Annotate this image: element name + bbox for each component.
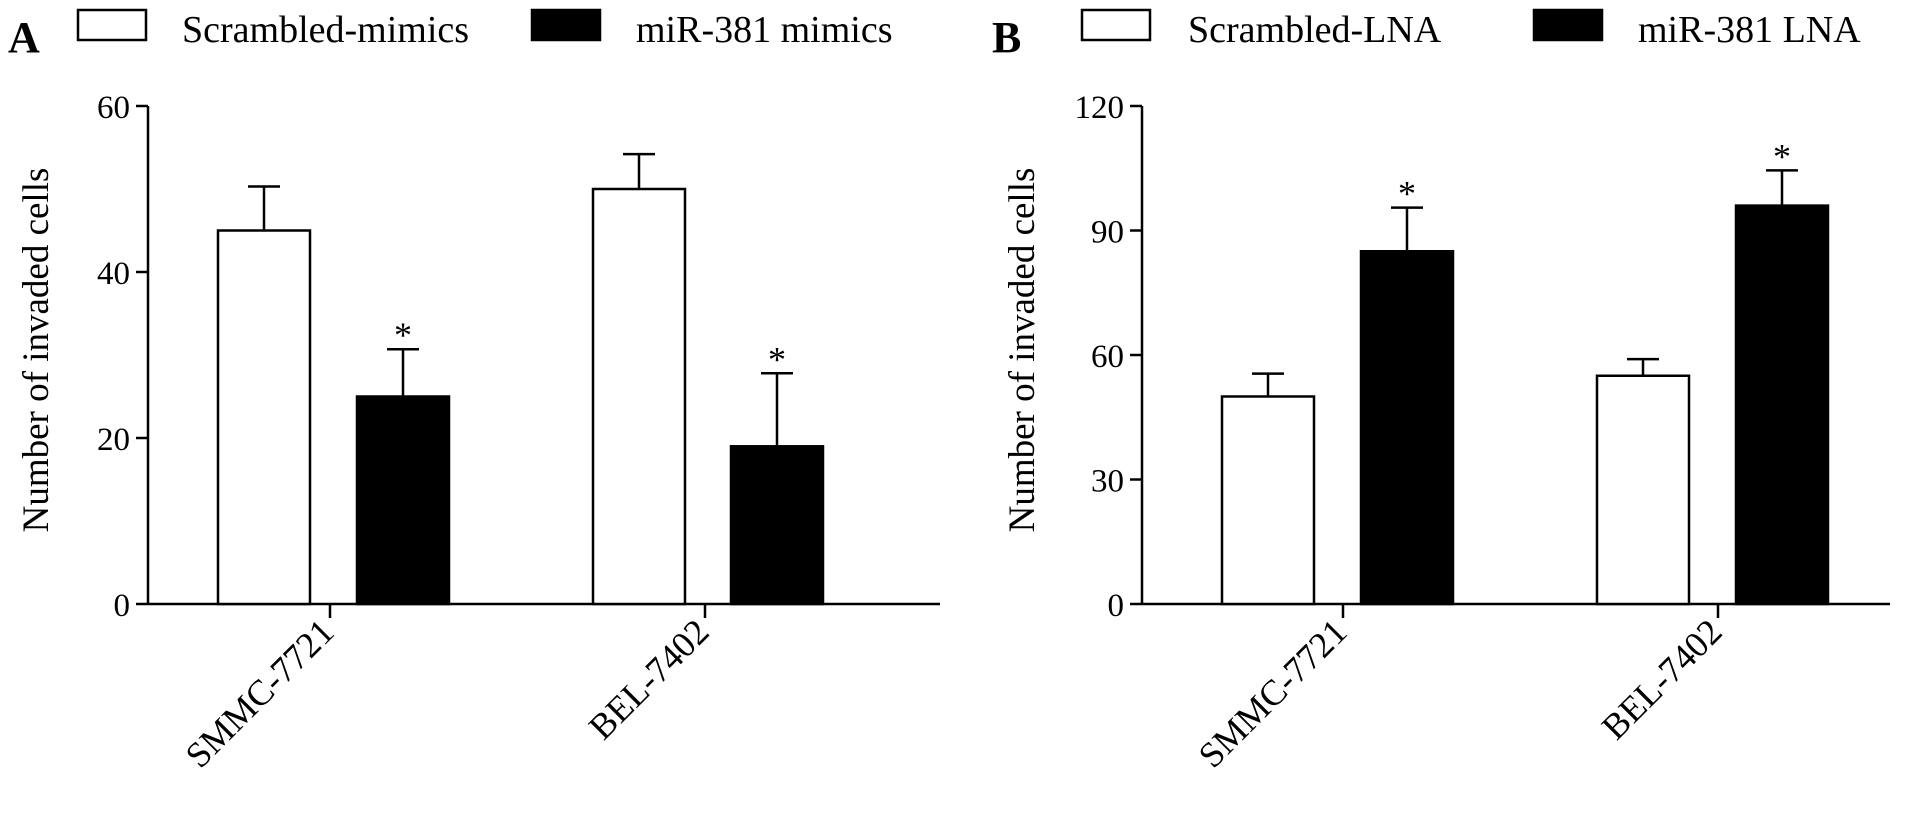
panel-a-label: A (8, 13, 40, 62)
y-tick-label-b: 60 (1091, 339, 1124, 375)
bar-b (1359, 250, 1455, 606)
x-category-label-a: BEL-7402 (581, 611, 717, 747)
bar-b (1220, 395, 1316, 606)
y-tick-label-a: 20 (97, 422, 130, 458)
y-tick-label-b: 30 (1091, 464, 1124, 500)
legend-b-label-mir381: miR-381 LNA (1638, 9, 1861, 51)
bar-a (729, 445, 825, 606)
significance-mark-b: * (1398, 174, 1416, 214)
bar-b (1595, 374, 1691, 606)
significance-mark-a: * (768, 339, 786, 379)
y-axis-title-b: Number of invaded cells (1002, 168, 1043, 533)
legend-a-swatch-mir381 (530, 8, 602, 42)
legend-a-label-mir381: miR-381 mimics (636, 9, 893, 51)
legend-b-label-scrambled: Scrambled-LNA (1188, 9, 1442, 51)
bar-b (1734, 204, 1830, 606)
x-category-label-a: SMMC-7721 (178, 611, 342, 775)
legend-a: Scrambled-mimics miR-381 mimics (76, 8, 893, 51)
y-tick-label-a: 0 (114, 588, 131, 624)
legend-b-swatch-scrambled (1080, 8, 1152, 42)
legend-b: Scrambled-LNA miR-381 LNA (1080, 8, 1861, 51)
y-tick-label-b: 0 (1108, 588, 1125, 624)
panel-b: B Scrambled-LNA miR-381 LNA Number of in… (992, 8, 1890, 775)
x-category-label-b: SMMC-7721 (1191, 611, 1355, 775)
y-tick-label-b: 120 (1075, 90, 1125, 126)
y-axis-title-a: Number of invaded cells (16, 168, 57, 533)
y-tick-label-a: 60 (97, 90, 130, 126)
bar-a (591, 187, 687, 606)
legend-a-swatch-scrambled (76, 8, 148, 42)
panel-a: A Scrambled-mimics miR-381 mimics Number… (8, 8, 940, 775)
x-category-label-b: BEL-7402 (1594, 611, 1730, 747)
legend-a-label-scrambled: Scrambled-mimics (182, 9, 469, 51)
panel-b-label: B (992, 13, 1021, 62)
y-tick-label-a: 40 (97, 256, 130, 292)
bar-a (355, 395, 451, 606)
bar-a (216, 229, 312, 606)
legend-b-swatch-mir381 (1532, 8, 1604, 42)
significance-mark-a: * (394, 315, 412, 355)
y-tick-label-b: 90 (1091, 215, 1124, 251)
significance-mark-b: * (1773, 136, 1791, 176)
